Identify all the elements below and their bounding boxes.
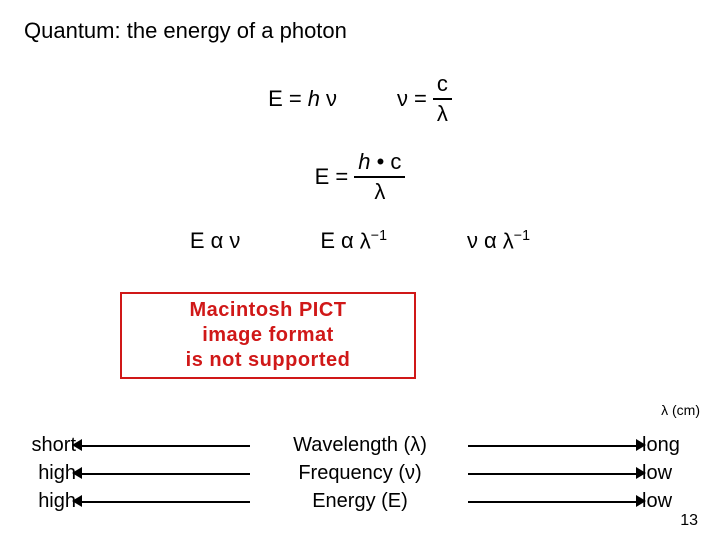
arrow-line — [80, 473, 250, 475]
eq-E-hc-lambda: E = h • c λ — [315, 150, 406, 204]
eq-nu-c-lambda: ν = c λ — [397, 72, 452, 126]
rel-a: E — [190, 228, 205, 254]
right-label: low — [642, 462, 698, 485]
planck-h: h — [358, 149, 370, 174]
nu-symbol: ν — [326, 86, 337, 112]
arrow-line — [468, 445, 638, 447]
center-label: Wavelength (λ) — [289, 434, 431, 457]
equation-row-2: E = h • c λ — [0, 150, 720, 204]
arrow-line — [80, 501, 250, 503]
c-symbol: c — [390, 149, 401, 174]
proportional-symbol: α — [484, 228, 497, 254]
fraction: h • c λ — [354, 150, 405, 204]
pict-line: image format — [128, 323, 408, 348]
proportional-symbol: α — [211, 228, 224, 254]
lambda-cm-label: λ (cm) — [661, 402, 700, 418]
arrow-line — [80, 445, 250, 447]
right-label: low — [642, 490, 698, 513]
eq-E-hnu: E = h ν — [268, 86, 337, 112]
pict-line: is not supported — [128, 348, 408, 373]
eq-text: = — [414, 86, 427, 112]
rel-E-lambda: E α λ−1 — [320, 228, 387, 254]
eq-text: E = — [268, 86, 302, 112]
left-label: short — [22, 434, 76, 457]
planck-h: h — [308, 86, 320, 112]
equation-row-1: E = h ν ν = c λ — [0, 72, 720, 126]
center-label: Frequency (ν) — [294, 462, 425, 485]
row-energy: high Energy (E) low — [0, 490, 720, 514]
spectrum-arrows: short Wavelength (λ) long high Frequency… — [0, 434, 720, 518]
dot: • — [377, 149, 385, 174]
row-wavelength: short Wavelength (λ) long — [0, 434, 720, 458]
pict-line: Macintosh PICT — [128, 298, 408, 323]
arrow-line — [468, 473, 638, 475]
rel-b: ν — [229, 228, 240, 254]
rel-b: λ−1 — [360, 228, 387, 254]
frac-num: h • c — [354, 150, 405, 176]
rel-E-nu: E α ν — [190, 228, 240, 254]
rel-b: λ−1 — [503, 228, 530, 254]
left-label: high — [22, 462, 76, 485]
rel-nu-lambda: ν α λ−1 — [467, 228, 530, 254]
right-label: long — [642, 434, 698, 457]
nu-symbol: ν — [397, 86, 408, 112]
pict-placeholder: Macintosh PICT image format is not suppo… — [120, 292, 416, 379]
fraction: c λ — [433, 72, 452, 126]
page-number: 13 — [680, 512, 698, 530]
row-frequency: high Frequency (ν) low — [0, 462, 720, 486]
eq-text: E = — [315, 164, 349, 190]
left-label: high — [22, 490, 76, 513]
frac-den: λ — [370, 178, 389, 204]
frac-den: λ — [433, 100, 452, 126]
center-label: Energy (E) — [308, 490, 412, 513]
arrow-line — [468, 501, 638, 503]
frac-num: c — [433, 72, 452, 98]
proportional-symbol: α — [341, 228, 354, 254]
rel-a: ν — [467, 228, 478, 254]
proportional-row: E α ν E α λ−1 ν α λ−1 — [0, 228, 720, 254]
slide-title: Quantum: the energy of a photon — [24, 18, 347, 44]
rel-a: E — [320, 228, 335, 254]
